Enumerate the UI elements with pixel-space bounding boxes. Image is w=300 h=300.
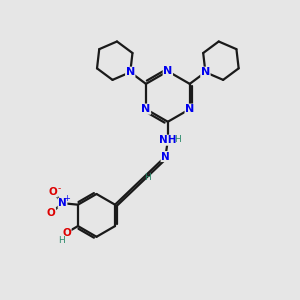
Text: N: N xyxy=(126,67,135,77)
Text: O: O xyxy=(62,228,71,238)
Text: O: O xyxy=(47,208,56,218)
Text: N: N xyxy=(161,152,170,161)
Text: H: H xyxy=(144,173,151,182)
Text: N: N xyxy=(201,67,210,77)
Text: N: N xyxy=(185,104,194,114)
Text: N: N xyxy=(141,104,151,114)
Text: NH: NH xyxy=(159,135,177,145)
Text: N: N xyxy=(58,198,67,208)
Text: H: H xyxy=(174,135,181,144)
Text: H: H xyxy=(58,236,65,245)
Text: -: - xyxy=(57,184,61,194)
Text: O: O xyxy=(49,187,57,197)
Text: N: N xyxy=(163,66,172,76)
Text: +: + xyxy=(63,194,70,203)
